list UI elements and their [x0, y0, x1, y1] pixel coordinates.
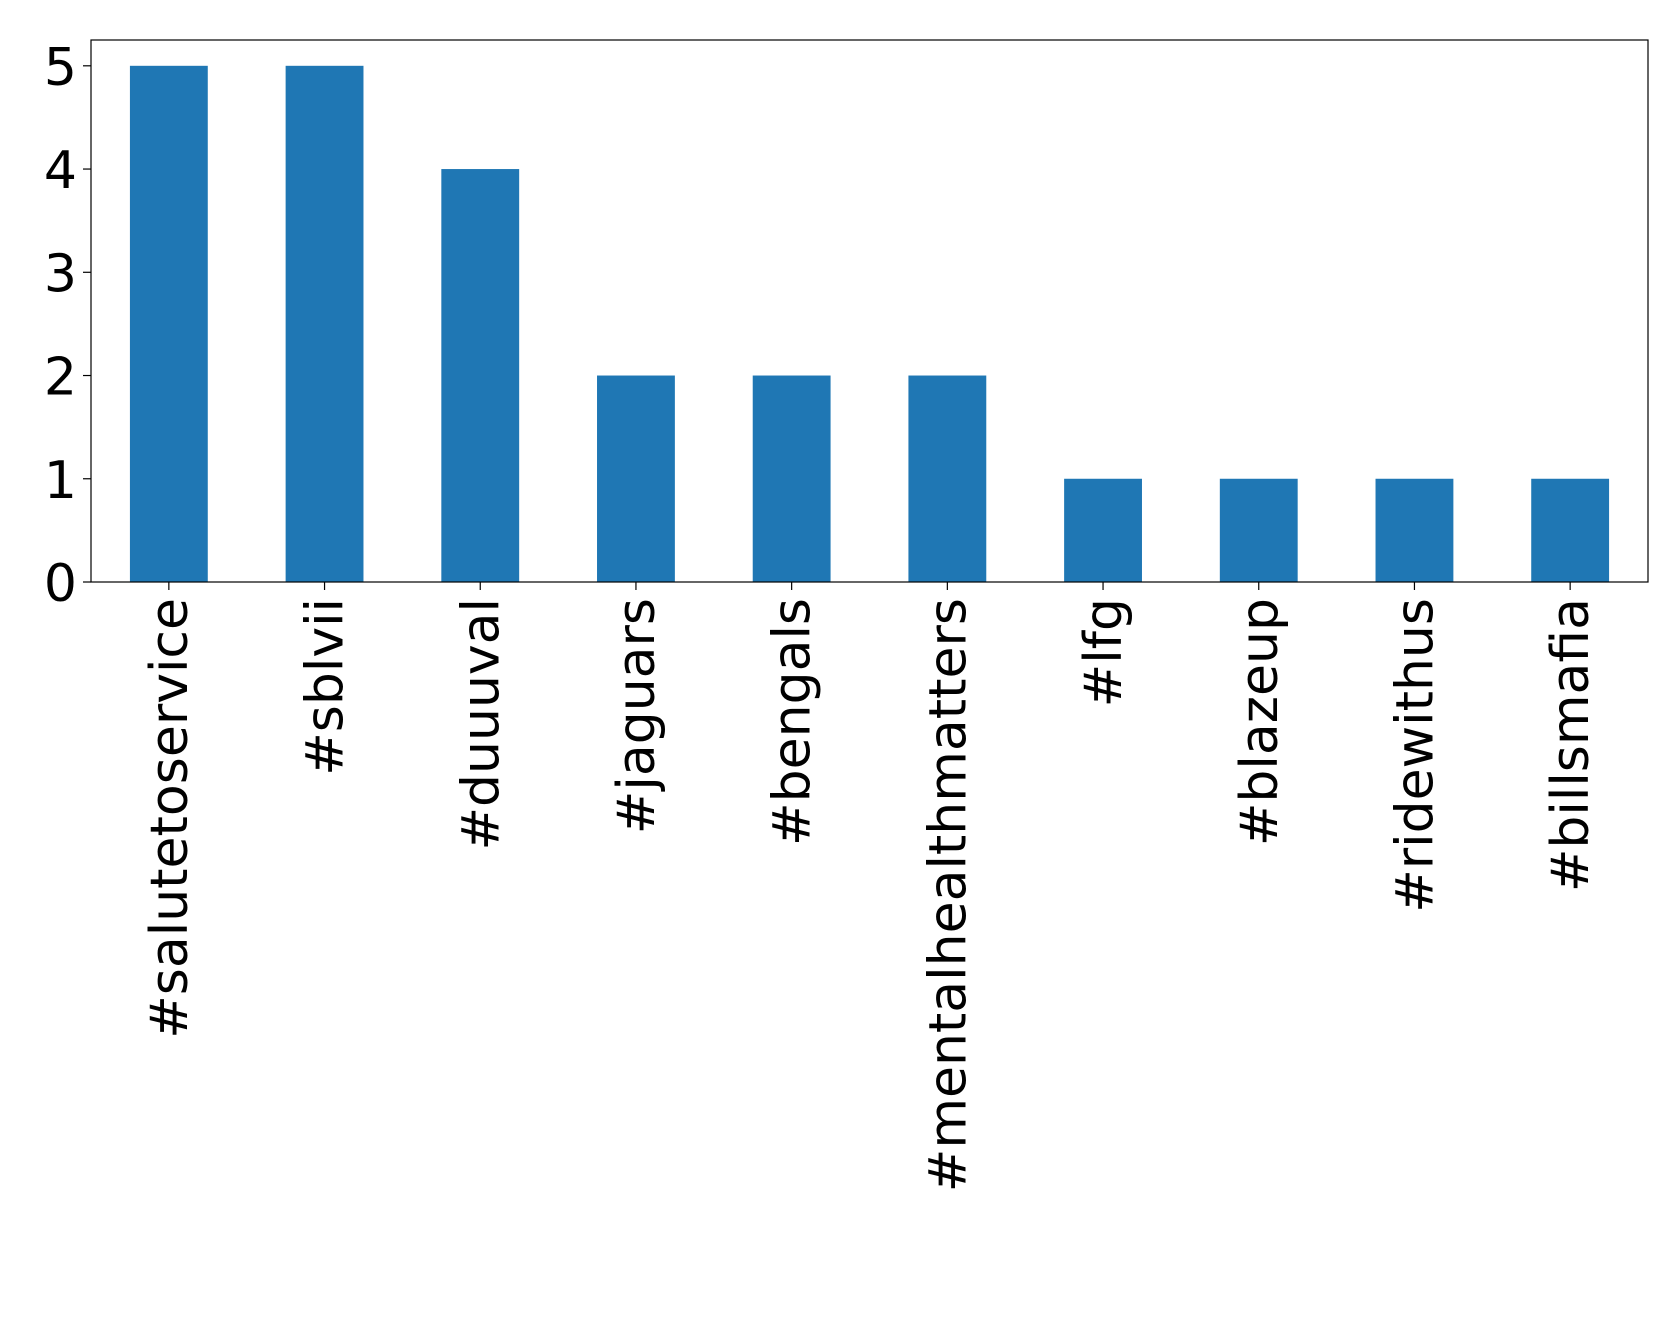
bar — [441, 169, 520, 583]
y-tick-label: 1 — [44, 451, 77, 511]
bar — [1064, 478, 1142, 582]
bar — [597, 375, 675, 582]
bar — [908, 375, 987, 582]
axes-frame — [90, 39, 1649, 583]
x-tick-label: #lfg — [1074, 598, 1134, 707]
x-tick-label: #salutetoservice — [140, 598, 200, 1039]
bar — [752, 375, 831, 582]
bar — [285, 65, 364, 583]
y-tick-label: 4 — [44, 141, 77, 201]
x-tick-label: #jaguars — [607, 598, 667, 834]
bar — [1375, 478, 1454, 582]
bar — [1531, 478, 1610, 582]
x-tick-label: #duuuval — [451, 598, 511, 851]
x-tick-label: #billsmafia — [1541, 598, 1601, 892]
y-tick-label: 3 — [44, 244, 77, 304]
bar — [1219, 478, 1298, 582]
x-tick-label: #mentalhealthmatters — [918, 598, 978, 1192]
x-tick-label: #blazeup — [1230, 598, 1290, 846]
y-tick-label: 0 — [44, 554, 77, 614]
x-tick-label: #bengals — [763, 598, 823, 846]
bar — [129, 65, 208, 583]
y-tick-label: 5 — [44, 38, 77, 98]
x-tick-label: #sblvii — [296, 598, 356, 776]
y-tick-label: 2 — [44, 348, 77, 408]
x-tick-label: #ridewithus — [1385, 598, 1445, 913]
